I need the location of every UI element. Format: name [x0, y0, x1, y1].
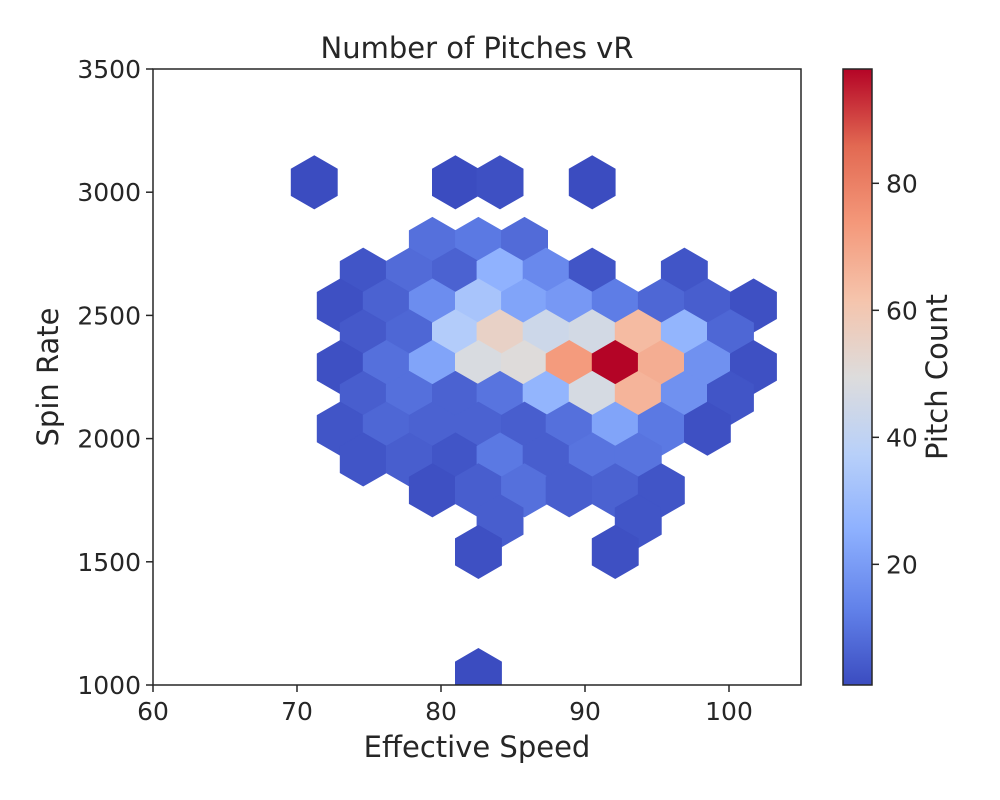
x-axis-label: Effective Speed [364, 730, 591, 764]
colorbar-frame [842, 68, 873, 686]
x-axis: 60 70 80 90 100 [137, 685, 753, 726]
x-tick-label: 100 [705, 697, 753, 726]
colorbar: 20 40 60 80 Pitch Count [842, 68, 954, 686]
x-tick-label: 70 [281, 697, 313, 726]
plot-frame [152, 68, 802, 686]
hexbin-cell [476, 155, 524, 210]
hexbin-cells [290, 155, 777, 685]
hexbin-cell [568, 155, 616, 210]
colorbar-label: Pitch Count [920, 294, 954, 460]
x-tick-label: 90 [569, 697, 601, 726]
y-tick-label: 1000 [77, 671, 141, 700]
colorbar-tick-label: 80 [886, 169, 918, 198]
x-tick-label: 60 [137, 697, 169, 726]
hexbin-cell [591, 524, 639, 579]
hexbin-cell [684, 401, 731, 456]
colorbar-tick-label: 40 [886, 423, 918, 452]
colorbar-tick-label: 20 [886, 550, 918, 579]
x-tick-label: 80 [425, 697, 457, 726]
y-tick-label: 3000 [77, 178, 141, 207]
hexbin-cell [454, 524, 502, 579]
colorbar-ticks: 20 40 60 80 [872, 169, 918, 579]
hexbin-cell [454, 648, 502, 685]
y-tick-label: 3500 [77, 55, 141, 84]
y-tick-label: 2500 [77, 301, 141, 330]
hexbin-cell [431, 155, 479, 210]
colorbar-tick-label: 60 [886, 296, 918, 325]
y-tick-label: 2000 [77, 425, 141, 454]
chart-title: Number of Pitches vR [321, 31, 634, 65]
colorbar-gradient [843, 69, 872, 685]
y-axis: 1000 1500 2000 2500 3000 3500 [77, 55, 153, 700]
y-axis-label: Spin Rate [31, 308, 65, 447]
hexbin-cell [290, 155, 338, 210]
y-tick-label: 1500 [77, 548, 141, 577]
